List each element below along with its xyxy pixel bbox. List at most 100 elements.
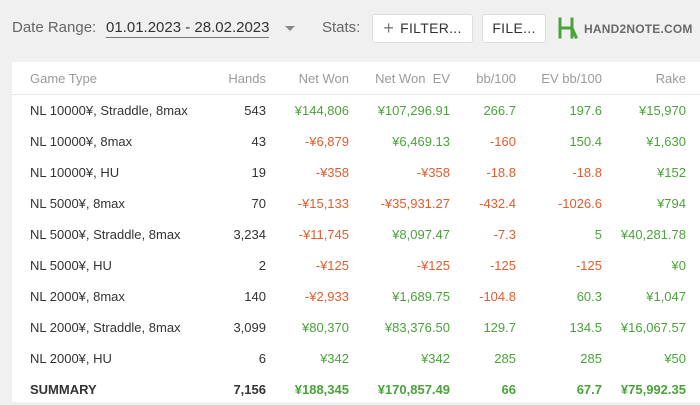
cell-ev-bb100: 197.6 (569, 103, 602, 118)
cell-game-type: NL 10000¥, 8max (30, 134, 133, 149)
cell-hands: 6 (258, 351, 266, 366)
cell-net-won-ev: ¥107,296.91 (377, 103, 450, 118)
cell-hands: 3,099 (233, 320, 266, 335)
cell-rake: ¥75,992.35 (620, 382, 686, 397)
stats-label: Stats: (322, 19, 361, 36)
date-range-dropdown[interactable]: 01.01.2023 - 28.02.2023 (106, 19, 270, 38)
cell-rake: ¥0 (671, 258, 686, 273)
cell-hands: 19 (251, 165, 266, 180)
cell-bb100: -160 (489, 134, 516, 149)
table-row[interactable]: NL 10000¥, HU 19 -¥358 -¥358 -18.8 -18.8 ¥152 (12, 157, 700, 188)
cell-hands: 43 (251, 134, 266, 149)
file-button-label: FILE... (492, 20, 536, 36)
hand2note-logo: HAND2NOTE.COM (556, 16, 700, 42)
cell-rake: ¥15,970 (639, 103, 686, 118)
cell-net-won: -¥2,933 (304, 289, 349, 304)
cell-ev-bb100: 134.5 (569, 320, 602, 335)
file-button[interactable]: FILE... (482, 14, 546, 43)
cell-net-won: ¥144,806 (294, 103, 349, 118)
table-row[interactable]: NL 10000¥, 8max 43 -¥6,879 ¥6,469.13 -160 150… (12, 126, 700, 157)
table-row[interactable]: NL 5000¥, 8max 70 -¥15,133 -¥35,931.27 -432.… (12, 188, 700, 219)
cell-net-won-ev: -¥35,931.27 (380, 196, 450, 211)
cell-ev-bb100: -125 (575, 258, 602, 273)
cell-net-won-ev: -¥358 (416, 165, 450, 180)
column-header-bb100[interactable]: bb/100 (450, 62, 516, 95)
cell-net-won-ev: ¥8,097.47 (392, 227, 450, 242)
cell-rake: ¥50 (664, 351, 686, 366)
table-row[interactable]: NL 2000¥, HU 6 ¥342 ¥342 285 285 ¥50 (12, 343, 700, 374)
column-header-game-type[interactable]: Game Type (12, 62, 198, 95)
cell-bb100: -7.3 (493, 227, 516, 242)
cell-net-won-ev: ¥6,469.13 (392, 134, 450, 149)
cell-ev-bb100: -18.8 (572, 165, 602, 180)
filter-button[interactable]: + FILTER... (372, 14, 473, 43)
cell-bb100: -125 (489, 258, 516, 273)
cell-hands: 2 (258, 258, 266, 273)
cell-net-won: -¥358 (315, 165, 349, 180)
cell-net-won-ev: ¥1,689.75 (392, 289, 450, 304)
summary-row[interactable]: SUMMARY 7,156 ¥188,345 ¥170,857.49 66 67.7 ¥75… (12, 374, 700, 405)
cell-rake: ¥1,047 (646, 289, 686, 304)
cell-net-won: -¥125 (315, 258, 349, 273)
table-row[interactable]: NL 2000¥, Straddle, 8max 3,099 ¥80,370 ¥83,… (12, 312, 700, 343)
hand2note-logo-icon (558, 17, 578, 39)
cell-net-won: -¥15,133 (297, 196, 349, 211)
cell-game-type: NL 2000¥, HU (30, 351, 112, 366)
stats-table-panel: Game Type Hands Net Won Net Won EV bb/10… (12, 62, 700, 402)
cell-ev-bb100: 67.7 (576, 382, 602, 397)
cell-hands: 140 (244, 289, 266, 304)
cell-game-type: NL 5000¥, Straddle, 8max (30, 227, 181, 242)
cell-hands: 70 (251, 196, 266, 211)
cell-bb100: -104.8 (479, 289, 516, 304)
cell-net-won: ¥342 (320, 351, 349, 366)
chevron-down-icon[interactable] (285, 26, 295, 31)
plus-icon: + (383, 18, 395, 38)
cell-game-type: NL 10000¥, HU (30, 165, 120, 180)
cell-bb100: -432.4 (479, 196, 516, 211)
cell-ev-bb100: 285 (580, 351, 602, 366)
cell-bb100: 266.7 (483, 103, 516, 118)
cell-ev-bb100: 150.4 (569, 134, 602, 149)
cell-net-won-ev: -¥125 (416, 258, 450, 273)
table-row[interactable]: NL 2000¥, 8max 140 -¥2,933 ¥1,689.75 -104.8 6… (12, 281, 700, 312)
cell-ev-bb100: 60.3 (576, 289, 602, 304)
cell-game-type: NL 2000¥, 8max (30, 289, 125, 304)
table-row[interactable]: NL 10000¥, Straddle, 8max 543 ¥144,806 ¥107… (12, 95, 700, 127)
column-header-net-won-ev[interactable]: Net Won EV (349, 62, 450, 95)
cell-rake: ¥40,281.78 (620, 227, 686, 242)
cell-bb100: 129.7 (483, 320, 516, 335)
cell-game-type: NL 5000¥, HU (30, 258, 112, 273)
cell-game-type: NL 2000¥, Straddle, 8max (30, 320, 181, 335)
cell-net-won: -¥11,745 (298, 227, 349, 242)
cell-rake: ¥1,630 (646, 134, 686, 149)
cell-net-won: ¥188,345 (294, 382, 349, 397)
cell-rake: ¥16,067.57 (620, 320, 686, 335)
column-header-ev-bb100[interactable]: EV bb/100 (516, 62, 602, 95)
table-row[interactable]: NL 5000¥, Straddle, 8max 3,234 -¥11,745 ¥8,… (12, 219, 700, 250)
cell-game-type: SUMMARY (30, 382, 97, 397)
stats-table: Game Type Hands Net Won Net Won EV bb/10… (12, 62, 700, 405)
cell-net-won: ¥80,370 (302, 320, 349, 335)
table-header-row: Game Type Hands Net Won Net Won EV bb/10… (12, 62, 700, 95)
date-range-label: Date Range: (12, 19, 97, 36)
cell-rake: ¥152 (657, 165, 686, 180)
toolbar: Date Range: 01.01.2023 - 28.02.2023 Stat… (0, 0, 700, 58)
cell-net-won-ev: ¥342 (421, 351, 450, 366)
filter-button-label: FILTER... (400, 20, 462, 36)
cell-hands: 543 (244, 103, 266, 118)
cell-net-won-ev: ¥170,857.49 (377, 382, 450, 397)
column-header-net-won[interactable]: Net Won (266, 62, 349, 95)
cell-bb100: 285 (494, 351, 516, 366)
table-row[interactable]: NL 5000¥, HU 2 -¥125 -¥125 -125 -125 ¥0 (12, 250, 700, 281)
cell-ev-bb100: 5 (594, 227, 602, 242)
cell-hands: 3,234 (233, 227, 266, 242)
cell-rake: ¥794 (657, 196, 686, 211)
cell-ev-bb100: -1026.6 (557, 196, 602, 211)
cell-bb100: 66 (501, 382, 516, 397)
cell-net-won-ev: ¥83,376.50 (384, 320, 450, 335)
column-header-rake[interactable]: Rake (602, 62, 700, 95)
cell-game-type: NL 10000¥, Straddle, 8max (30, 103, 188, 118)
column-header-hands[interactable]: Hands (198, 62, 266, 95)
cell-bb100: -18.8 (486, 165, 516, 180)
cell-net-won: -¥6,879 (304, 134, 349, 149)
